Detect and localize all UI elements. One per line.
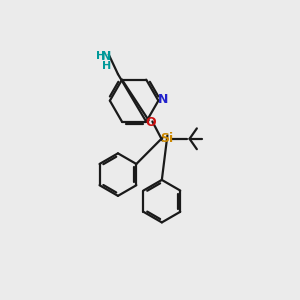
Text: N: N [101,50,112,63]
Text: Si: Si [160,132,173,145]
Text: H: H [96,51,105,61]
Text: H: H [102,61,111,70]
Text: N: N [158,93,169,106]
Text: O: O [145,116,156,129]
